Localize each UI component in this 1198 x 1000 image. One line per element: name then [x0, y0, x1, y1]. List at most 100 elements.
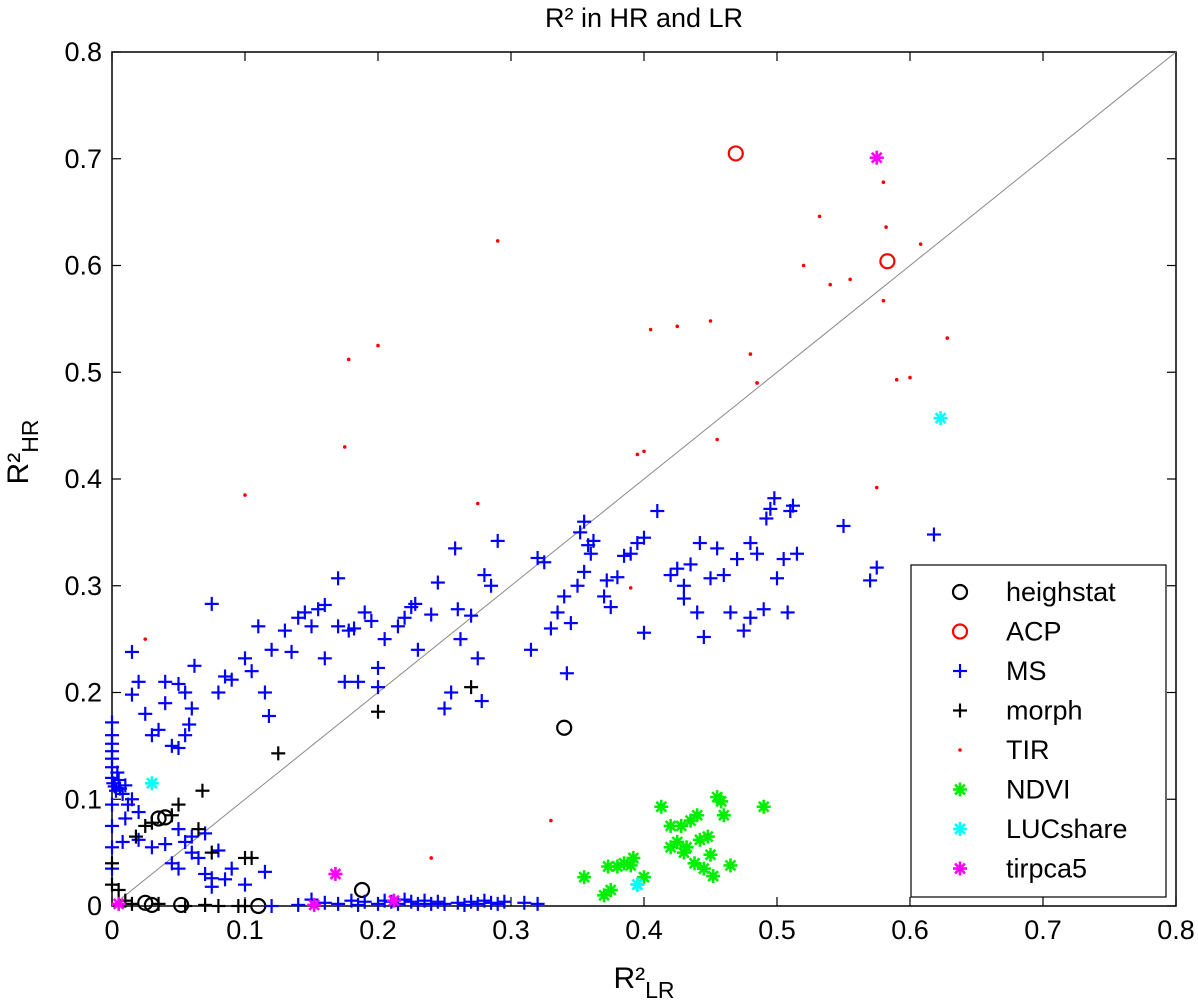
data-point-ms: [550, 605, 565, 620]
series-lucshare: [144, 411, 948, 892]
data-point-tir: [635, 452, 640, 457]
data-point-tir: [376, 343, 380, 348]
data-point-ms: [158, 837, 173, 852]
y-tick-label: 0.6: [64, 251, 102, 281]
data-point-lucshare: [144, 776, 159, 791]
data-point-ms: [690, 605, 705, 620]
series-acp: [727, 145, 896, 270]
data-point-ms: [351, 674, 366, 689]
data-point-morph: [178, 899, 193, 913]
data-point-ms: [577, 564, 592, 579]
data-point-ms: [118, 811, 133, 826]
data-point-ms: [178, 728, 193, 743]
legend-item-heighstat: heighstat: [951, 577, 1116, 607]
legend-label: TIR: [1006, 735, 1050, 765]
data-point-ms: [448, 541, 463, 556]
data-point-ms: [347, 621, 362, 636]
y-tick-label: 0.7: [64, 144, 102, 174]
data-point-lucshare: [630, 877, 645, 892]
data-point-ms: [115, 834, 130, 849]
data-point-heighstat: [353, 881, 371, 899]
data-point-ms: [105, 840, 119, 855]
data-point-tirpca5: [386, 893, 401, 908]
data-point-tir: [346, 357, 351, 362]
x-tick-label: 0.7: [1024, 915, 1062, 945]
data-point-tir: [884, 225, 888, 229]
data-point-ms: [789, 546, 804, 561]
legend-item-acp: ACP: [951, 617, 1062, 647]
data-point-ms: [863, 573, 878, 588]
data-point-ms: [743, 610, 758, 625]
data-point-ms: [257, 864, 272, 879]
data-point-tir: [908, 375, 912, 380]
y-tick-label: 0.1: [64, 784, 102, 814]
legend-label: heighstat: [1006, 577, 1116, 607]
data-point-ms: [543, 621, 558, 636]
data-point-ms: [450, 895, 465, 910]
legend-label: MS: [1006, 656, 1047, 686]
data-point-ndvi: [696, 861, 711, 876]
legend: heighstat ACP MS morph TIR NDVI LUCshare tirpca…: [910, 564, 1167, 898]
data-point-ndvi: [679, 840, 694, 855]
data-point-ndvi: [690, 808, 705, 823]
data-point-ndvi: [637, 870, 651, 885]
data-point-ms: [410, 896, 425, 911]
data-point-ms: [457, 897, 472, 912]
y-axis-label: R²HR: [2, 420, 43, 485]
data-point-ms: [191, 850, 206, 865]
legend-item-lucshare: LUCshare: [953, 814, 1128, 844]
data-point-ms: [317, 651, 332, 666]
data-point-ms: [331, 896, 346, 911]
y-tick-label: 0.8: [64, 37, 102, 67]
data-point-tir: [755, 381, 759, 385]
data-point-ms: [178, 685, 193, 700]
data-point-ndvi: [674, 818, 689, 833]
data-point-ms: [437, 701, 452, 716]
data-point-ms: [184, 829, 199, 844]
data-point-ms: [171, 861, 186, 876]
data-point-ms: [357, 605, 372, 620]
data-point-ms: [484, 578, 499, 593]
data-point-tir: [881, 298, 886, 303]
data-point-ms: [257, 685, 272, 700]
data-point-ms: [377, 632, 392, 647]
data-point-ms: [118, 778, 133, 793]
data-point-morph: [191, 822, 206, 837]
data-point-ms: [410, 642, 425, 657]
x-tick-label: 0.4: [625, 915, 663, 945]
data-point-ms: [131, 805, 146, 820]
legend-label: morph: [1006, 696, 1083, 726]
legend-marker-acp: [951, 623, 969, 640]
data-point-ms: [464, 894, 479, 909]
legend-box: [910, 564, 1167, 898]
x-tick-label: 0.8: [1157, 915, 1195, 945]
data-point-ms: [573, 525, 588, 540]
data-point-ms: [105, 715, 119, 730]
data-points: [105, 145, 950, 915]
y-axis-label-main: R²: [2, 453, 35, 485]
data-point-ms: [750, 546, 765, 561]
y-axis-label-sub: HR: [17, 420, 43, 453]
data-point-ms: [158, 674, 173, 689]
data-point-ms: [238, 877, 252, 892]
series-tir: [143, 180, 950, 860]
data-point-tirpca5: [111, 896, 126, 911]
data-point-ms: [351, 897, 366, 912]
data-point-morph: [371, 704, 385, 719]
x-tick-label: 0.5: [758, 915, 796, 945]
data-point-ms: [317, 597, 332, 612]
data-point-tir: [708, 319, 713, 323]
data-point-ms: [424, 896, 439, 911]
legend-marker-heighstat: [951, 583, 969, 601]
series-ndvi: [577, 790, 771, 903]
data-point-ms: [164, 738, 179, 753]
data-point-ms: [218, 669, 233, 684]
data-point-ms: [144, 840, 159, 855]
data-point-ms: [776, 552, 791, 567]
data-point-ms: [780, 605, 795, 620]
data-point-ms: [650, 504, 665, 519]
data-point-ms: [204, 871, 219, 886]
data-point-ms: [617, 548, 632, 563]
data-point-ms: [767, 491, 782, 506]
data-point-ms: [211, 685, 226, 700]
